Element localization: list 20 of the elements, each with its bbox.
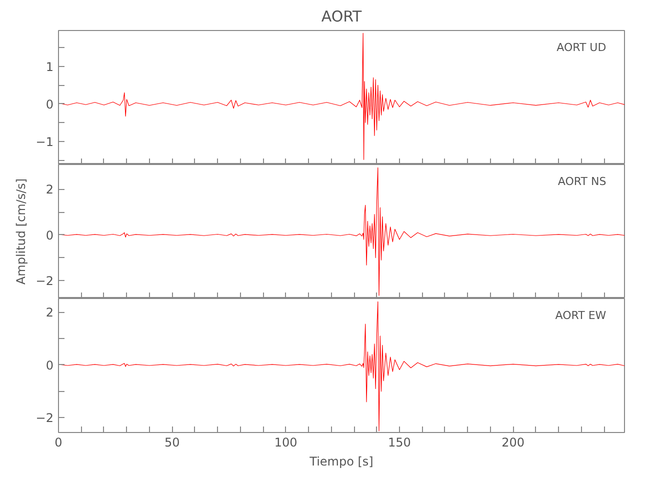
y-tick-label: 1 (46, 60, 54, 74)
x-axis-title: Tiempo [s] (308, 454, 374, 468)
y-axis-title: Amplitud [cm/s/s] (14, 178, 28, 285)
x-tick-label: 0 (54, 436, 62, 450)
annotation: AORT EW (555, 309, 606, 322)
y-tick-label: 0 (46, 358, 54, 372)
y-tick-label: −2 (36, 411, 54, 426)
y-tick-label: 0 (46, 228, 54, 242)
annotation: AORT NS (558, 175, 606, 188)
y-tick-label: −2 (36, 274, 54, 288)
y-tick-label: −1 (36, 134, 54, 149)
annotation: AORT UD (556, 41, 606, 54)
y-tick-label: 0 (46, 97, 54, 112)
chart-title: AORT (321, 8, 362, 26)
x-tick-label: 100 (274, 436, 298, 450)
x-tick-label: 50 (164, 436, 180, 450)
x-tick-label: 150 (388, 436, 411, 450)
y-tick-label: 2 (46, 182, 54, 197)
y-tick-label: 2 (46, 306, 54, 320)
x-tick-label: 200 (502, 436, 525, 450)
